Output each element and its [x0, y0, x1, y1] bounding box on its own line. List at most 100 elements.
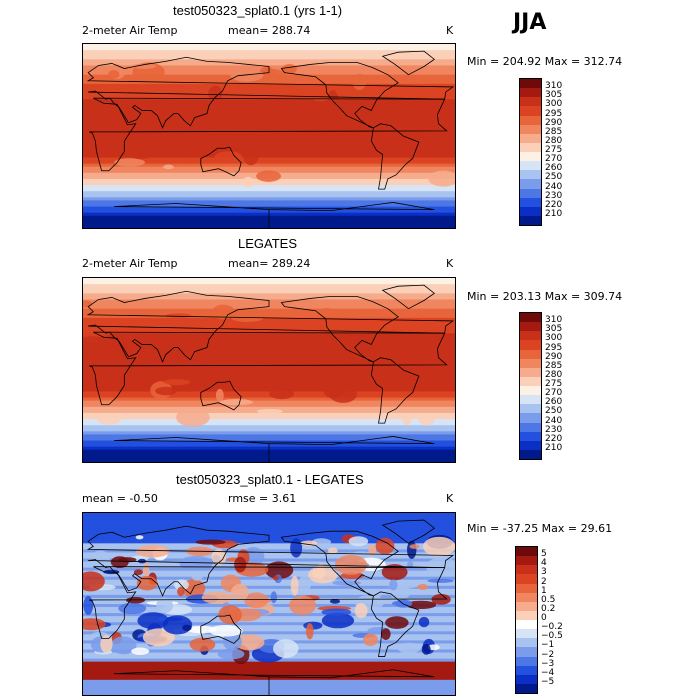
- colorbar-tick-label: 290: [545, 351, 563, 362]
- colorbar-tick-label: 300: [545, 99, 563, 110]
- minmax-label: Min = -37.25 Max = 29.61: [467, 522, 613, 535]
- season-label: JJA: [513, 10, 547, 35]
- colorbar-tick-label: −3: [541, 658, 555, 669]
- colorbar-swatch: [516, 683, 537, 693]
- colorbar-tick-label: 295: [545, 108, 563, 119]
- colorbar-swatch: [520, 331, 541, 341]
- colorbar-tick-label: 0: [541, 613, 547, 623]
- colorbar-swatch: [520, 124, 541, 134]
- colorbar-swatch: [520, 97, 541, 107]
- colorbar: [519, 78, 542, 226]
- colorbar-tick-label: −2: [541, 649, 555, 660]
- colorbar-tick-label: 275: [545, 145, 563, 155]
- colorbar-tick-label: 300: [545, 333, 563, 344]
- colorbar-tick-label: −0.2: [541, 622, 563, 633]
- colorbar-tick-label: 210: [545, 208, 563, 219]
- colorbar-swatch: [520, 440, 541, 450]
- map-panel: [82, 512, 456, 696]
- colorbar-tick-label: 310: [545, 81, 563, 92]
- colorbar-tick-label: 270: [545, 388, 563, 399]
- map-field: [83, 44, 455, 228]
- colorbar-swatch: [520, 197, 541, 207]
- colorbar-swatch: [520, 206, 541, 216]
- colorbar-swatch: [516, 656, 537, 666]
- mean-label: mean= 288.74: [228, 24, 311, 37]
- colorbar-tick-label: 260: [545, 397, 563, 408]
- colorbar-tick-label: 275: [545, 379, 563, 389]
- mean-label: mean= 289.24: [228, 257, 311, 270]
- colorbar-swatch: [516, 547, 537, 557]
- colorbar-tick-label: 290: [545, 117, 563, 128]
- colorbar-tick-label: 0.2: [541, 603, 556, 614]
- unit-label: K: [446, 257, 454, 270]
- colorbar-tick-label: 285: [545, 360, 563, 371]
- colorbar-swatch: [520, 106, 541, 116]
- colorbar-swatch: [516, 665, 537, 675]
- colorbar-swatch: [516, 601, 537, 611]
- colorbar-swatch: [516, 620, 537, 630]
- colorbar-swatch: [520, 340, 541, 350]
- colorbar: [515, 546, 538, 694]
- colorbar-tick-label: 250: [545, 172, 563, 183]
- unit-label: K: [446, 24, 454, 37]
- colorbar-tick-label: −4: [541, 667, 555, 678]
- panel-title: LEGATES: [238, 236, 298, 251]
- colorbar-tick-label: 220: [545, 433, 563, 444]
- colorbar-tick-label: 2: [541, 576, 547, 587]
- colorbar-swatch: [520, 404, 541, 414]
- colorbar-swatch: [520, 313, 541, 323]
- colorbar-swatch: [520, 215, 541, 225]
- colorbar-swatch: [520, 188, 541, 198]
- colorbar: [519, 312, 542, 460]
- colorbar-swatch: [520, 152, 541, 162]
- minmax-label: Min = 203.13 Max = 309.74: [467, 290, 623, 303]
- map-field: [83, 278, 455, 462]
- colorbar-tick-label: 5: [541, 549, 547, 560]
- colorbar-swatch: [520, 115, 541, 125]
- rmse-label: rmse = 3.61: [228, 492, 297, 505]
- variable-label: 2-meter Air Temp: [82, 24, 178, 37]
- colorbar-tick-label: 295: [545, 342, 563, 353]
- colorbar-swatch: [516, 592, 537, 602]
- panel-title: test050323_splat0.1 (yrs 1-1): [173, 3, 343, 18]
- colorbar-tick-label: 250: [545, 406, 563, 417]
- colorbar-swatch: [520, 79, 541, 89]
- colorbar-tick-label: −5: [541, 676, 555, 687]
- colorbar-swatch: [520, 161, 541, 171]
- colorbar-tick-label: 230: [545, 424, 563, 435]
- colorbar-tick-label: 260: [545, 163, 563, 174]
- colorbar-tick-label: 240: [545, 415, 563, 426]
- colorbar-swatch: [520, 367, 541, 377]
- colorbar-swatch: [520, 431, 541, 441]
- colorbar-swatch: [516, 610, 537, 620]
- colorbar-tick-label: 280: [545, 135, 563, 146]
- colorbar-swatch: [516, 574, 537, 584]
- colorbar-tick-label: 0.5: [541, 594, 556, 605]
- colorbar-swatch: [520, 133, 541, 143]
- colorbar-swatch: [520, 376, 541, 386]
- colorbar-swatch: [516, 629, 537, 639]
- colorbar-swatch: [516, 556, 537, 566]
- map-panel: [82, 43, 456, 229]
- colorbar-swatch: [520, 386, 541, 396]
- colorbar-tick-label: 270: [545, 154, 563, 165]
- colorbar-tick-label: 240: [545, 181, 563, 192]
- colorbar-tick-label: 310: [545, 315, 563, 326]
- colorbar-swatch: [520, 395, 541, 405]
- panel-title: test050323_splat0.1 - LEGATES: [176, 472, 364, 487]
- colorbar-tick-label: 3: [541, 567, 547, 578]
- variable-label: 2-meter Air Temp: [82, 257, 178, 270]
- colorbar-swatch: [520, 88, 541, 98]
- colorbar-tick-label: 280: [545, 369, 563, 380]
- unit-label: K: [446, 492, 454, 505]
- minmax-label: Min = 204.92 Max = 312.74: [467, 55, 623, 68]
- colorbar-tick-label: 230: [545, 190, 563, 201]
- mean-label: mean = -0.50: [82, 492, 158, 505]
- map-field: [83, 513, 455, 695]
- colorbar-tick-label: 305: [545, 324, 563, 335]
- colorbar-swatch: [516, 638, 537, 648]
- colorbar-swatch: [516, 647, 537, 657]
- colorbar-tick-label: 220: [545, 199, 563, 210]
- colorbar-swatch: [520, 142, 541, 152]
- colorbar-tick-label: 305: [545, 90, 563, 101]
